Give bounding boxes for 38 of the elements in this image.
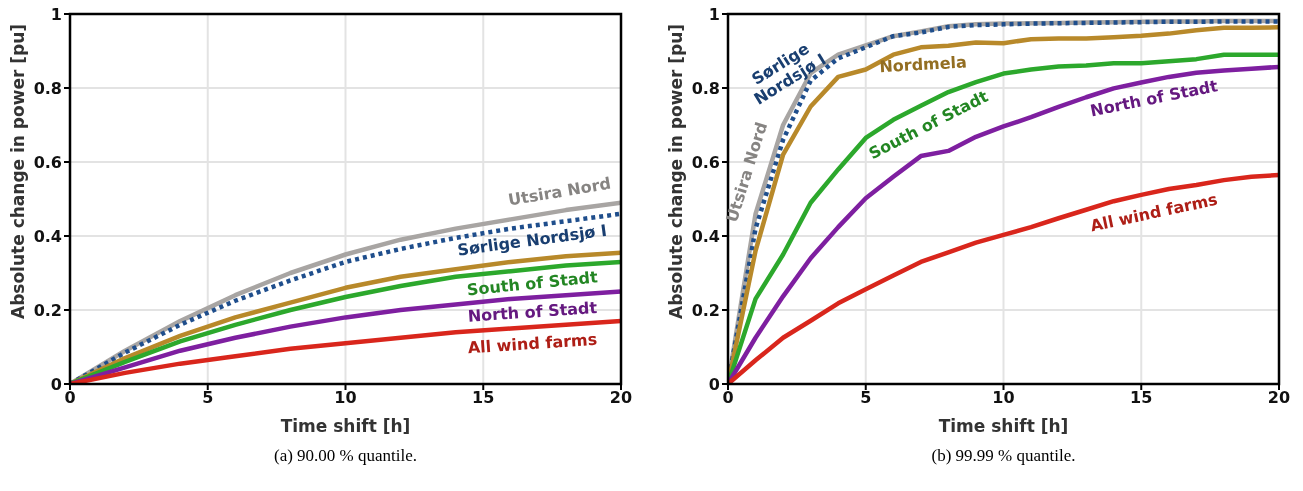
x-axis-title: Time shift [h] xyxy=(280,416,411,436)
y-axis-title: Absolute change in power [pu] xyxy=(8,23,29,319)
text: North of Stadt xyxy=(1088,76,1220,121)
y-tick-label: 1 xyxy=(708,4,720,24)
x-tick-label: 15 xyxy=(472,388,495,408)
y-tick-label: 0.2 xyxy=(691,300,720,320)
y-tick-label: 0.6 xyxy=(691,152,720,172)
x-tick-label: 20 xyxy=(609,388,633,408)
line-series xyxy=(728,172,1279,384)
y-tick-label: 0 xyxy=(708,374,720,394)
y-axis-title: Absolute change in power [pu] xyxy=(666,23,687,319)
y-tick-label: 0 xyxy=(50,374,62,394)
y-tick-label: 0.8 xyxy=(691,78,720,98)
text: (b) 99.99 % quantile. xyxy=(930,446,1077,466)
series-label: All wind farms xyxy=(467,329,598,358)
y-tick-label: 0.4 xyxy=(691,226,720,246)
x-tick-label: 15 xyxy=(1130,388,1153,408)
x-tick-label: 20 xyxy=(1267,388,1291,408)
y-tick-label: 0.4 xyxy=(33,226,62,246)
text: (a) 90.00 % quantile. xyxy=(272,446,418,466)
y-tick-label: 0.6 xyxy=(33,152,62,172)
text: Sørlige Nordsjø I xyxy=(456,220,608,260)
x-tick-label: 10 xyxy=(992,388,1015,408)
series-label: North of Stadt xyxy=(467,298,599,326)
x-tick-label: 0 xyxy=(64,388,76,408)
text: South of Stadt xyxy=(466,267,599,300)
x-tick-label: 5 xyxy=(860,388,872,408)
text: All wind farms xyxy=(1088,189,1220,236)
text: Utsira Nord xyxy=(722,119,772,225)
x-tick-label: 5 xyxy=(202,388,214,408)
x-tick-label: 10 xyxy=(334,388,357,408)
y-tick-label: 0.8 xyxy=(33,78,62,98)
text: Utsira Nord xyxy=(506,173,613,210)
series-label: Nordmela xyxy=(878,52,968,77)
x-axis-title: Time shift [h] xyxy=(938,416,1069,436)
x-tick-label: 0 xyxy=(722,388,734,408)
y-tick-label: 1 xyxy=(50,4,62,24)
y-tick-label: 0.2 xyxy=(33,300,62,320)
